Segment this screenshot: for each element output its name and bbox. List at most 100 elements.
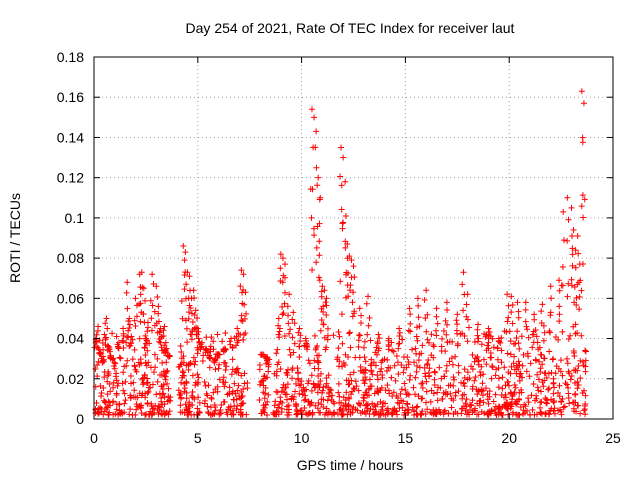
data-point bbox=[243, 411, 250, 418]
data-point bbox=[208, 334, 215, 341]
data-point bbox=[187, 304, 194, 311]
data-point bbox=[189, 328, 196, 335]
data-point bbox=[529, 344, 536, 351]
data-point bbox=[469, 351, 476, 358]
data-point bbox=[289, 316, 296, 323]
data-point bbox=[244, 385, 251, 392]
data-point bbox=[125, 318, 132, 325]
data-point bbox=[232, 390, 239, 397]
data-point bbox=[398, 386, 405, 393]
data-point bbox=[297, 332, 304, 339]
data-point bbox=[234, 325, 241, 332]
data-point bbox=[289, 334, 296, 341]
data-point bbox=[374, 376, 381, 383]
data-point bbox=[240, 271, 247, 278]
data-point bbox=[437, 409, 444, 416]
data-point bbox=[154, 378, 161, 385]
data-point bbox=[412, 374, 419, 381]
data-point bbox=[160, 381, 167, 388]
grid-lines bbox=[94, 57, 613, 419]
data-point bbox=[133, 406, 140, 413]
data-point bbox=[183, 395, 190, 402]
data-point bbox=[322, 346, 329, 353]
data-point bbox=[240, 385, 247, 392]
data-point bbox=[321, 287, 328, 294]
data-point bbox=[512, 384, 519, 391]
data-point bbox=[573, 295, 580, 302]
data-point bbox=[229, 345, 236, 352]
data-point bbox=[522, 306, 529, 313]
data-point bbox=[273, 350, 280, 357]
data-point bbox=[575, 402, 582, 409]
data-point bbox=[370, 406, 377, 413]
data-point bbox=[244, 380, 251, 387]
x-tick-label: 5 bbox=[194, 430, 202, 446]
data-point bbox=[508, 363, 515, 370]
data-point bbox=[440, 411, 447, 418]
data-point bbox=[160, 327, 167, 334]
data-point bbox=[123, 289, 130, 296]
data-point bbox=[164, 398, 171, 405]
data-point bbox=[180, 359, 187, 366]
data-point bbox=[204, 349, 211, 356]
data-point bbox=[353, 383, 360, 390]
data-point bbox=[354, 407, 361, 414]
data-point bbox=[142, 352, 149, 358]
data-point bbox=[508, 293, 515, 300]
data-point bbox=[367, 383, 374, 390]
data-point bbox=[495, 365, 502, 372]
data-point bbox=[503, 328, 510, 335]
data-point bbox=[480, 399, 487, 406]
data-point bbox=[522, 299, 529, 306]
data-point bbox=[277, 251, 284, 258]
data-point bbox=[427, 398, 434, 405]
data-point bbox=[315, 274, 322, 281]
data-point bbox=[575, 381, 582, 388]
data-point bbox=[274, 389, 281, 396]
data-point bbox=[437, 384, 444, 391]
data-point bbox=[180, 243, 187, 250]
data-point bbox=[320, 321, 327, 328]
data-point bbox=[384, 405, 391, 412]
data-point bbox=[309, 411, 316, 418]
data-point bbox=[401, 411, 408, 418]
data-point bbox=[413, 324, 420, 331]
data-point bbox=[143, 380, 150, 387]
data-point bbox=[410, 407, 417, 414]
data-point bbox=[465, 324, 472, 331]
data-point bbox=[311, 357, 318, 364]
data-point bbox=[378, 407, 385, 414]
data-point bbox=[164, 367, 171, 374]
data-point bbox=[441, 373, 448, 380]
data-point bbox=[145, 388, 152, 395]
data-point bbox=[537, 404, 544, 411]
data-point bbox=[286, 291, 293, 298]
data-point bbox=[546, 328, 553, 335]
data-point bbox=[98, 393, 105, 400]
data-point bbox=[348, 391, 355, 398]
data-point bbox=[423, 328, 430, 335]
data-point bbox=[434, 320, 441, 327]
data-point bbox=[419, 380, 426, 387]
data-point bbox=[371, 402, 378, 409]
data-point bbox=[123, 339, 130, 346]
data-point bbox=[472, 374, 479, 381]
data-point bbox=[532, 357, 539, 364]
data-point bbox=[154, 355, 161, 362]
data-point bbox=[424, 311, 431, 318]
data-point bbox=[132, 323, 139, 330]
data-point bbox=[409, 404, 416, 411]
data-point bbox=[317, 377, 324, 384]
data-point bbox=[459, 392, 466, 399]
data-point bbox=[223, 409, 230, 416]
data-point bbox=[407, 372, 414, 379]
data-point bbox=[203, 334, 210, 341]
data-point bbox=[355, 387, 362, 394]
data-point bbox=[216, 409, 223, 416]
data-point bbox=[121, 390, 128, 397]
data-point bbox=[210, 389, 217, 396]
data-point bbox=[448, 404, 455, 411]
data-point bbox=[557, 357, 564, 364]
data-point bbox=[340, 219, 347, 226]
data-point bbox=[126, 411, 133, 418]
